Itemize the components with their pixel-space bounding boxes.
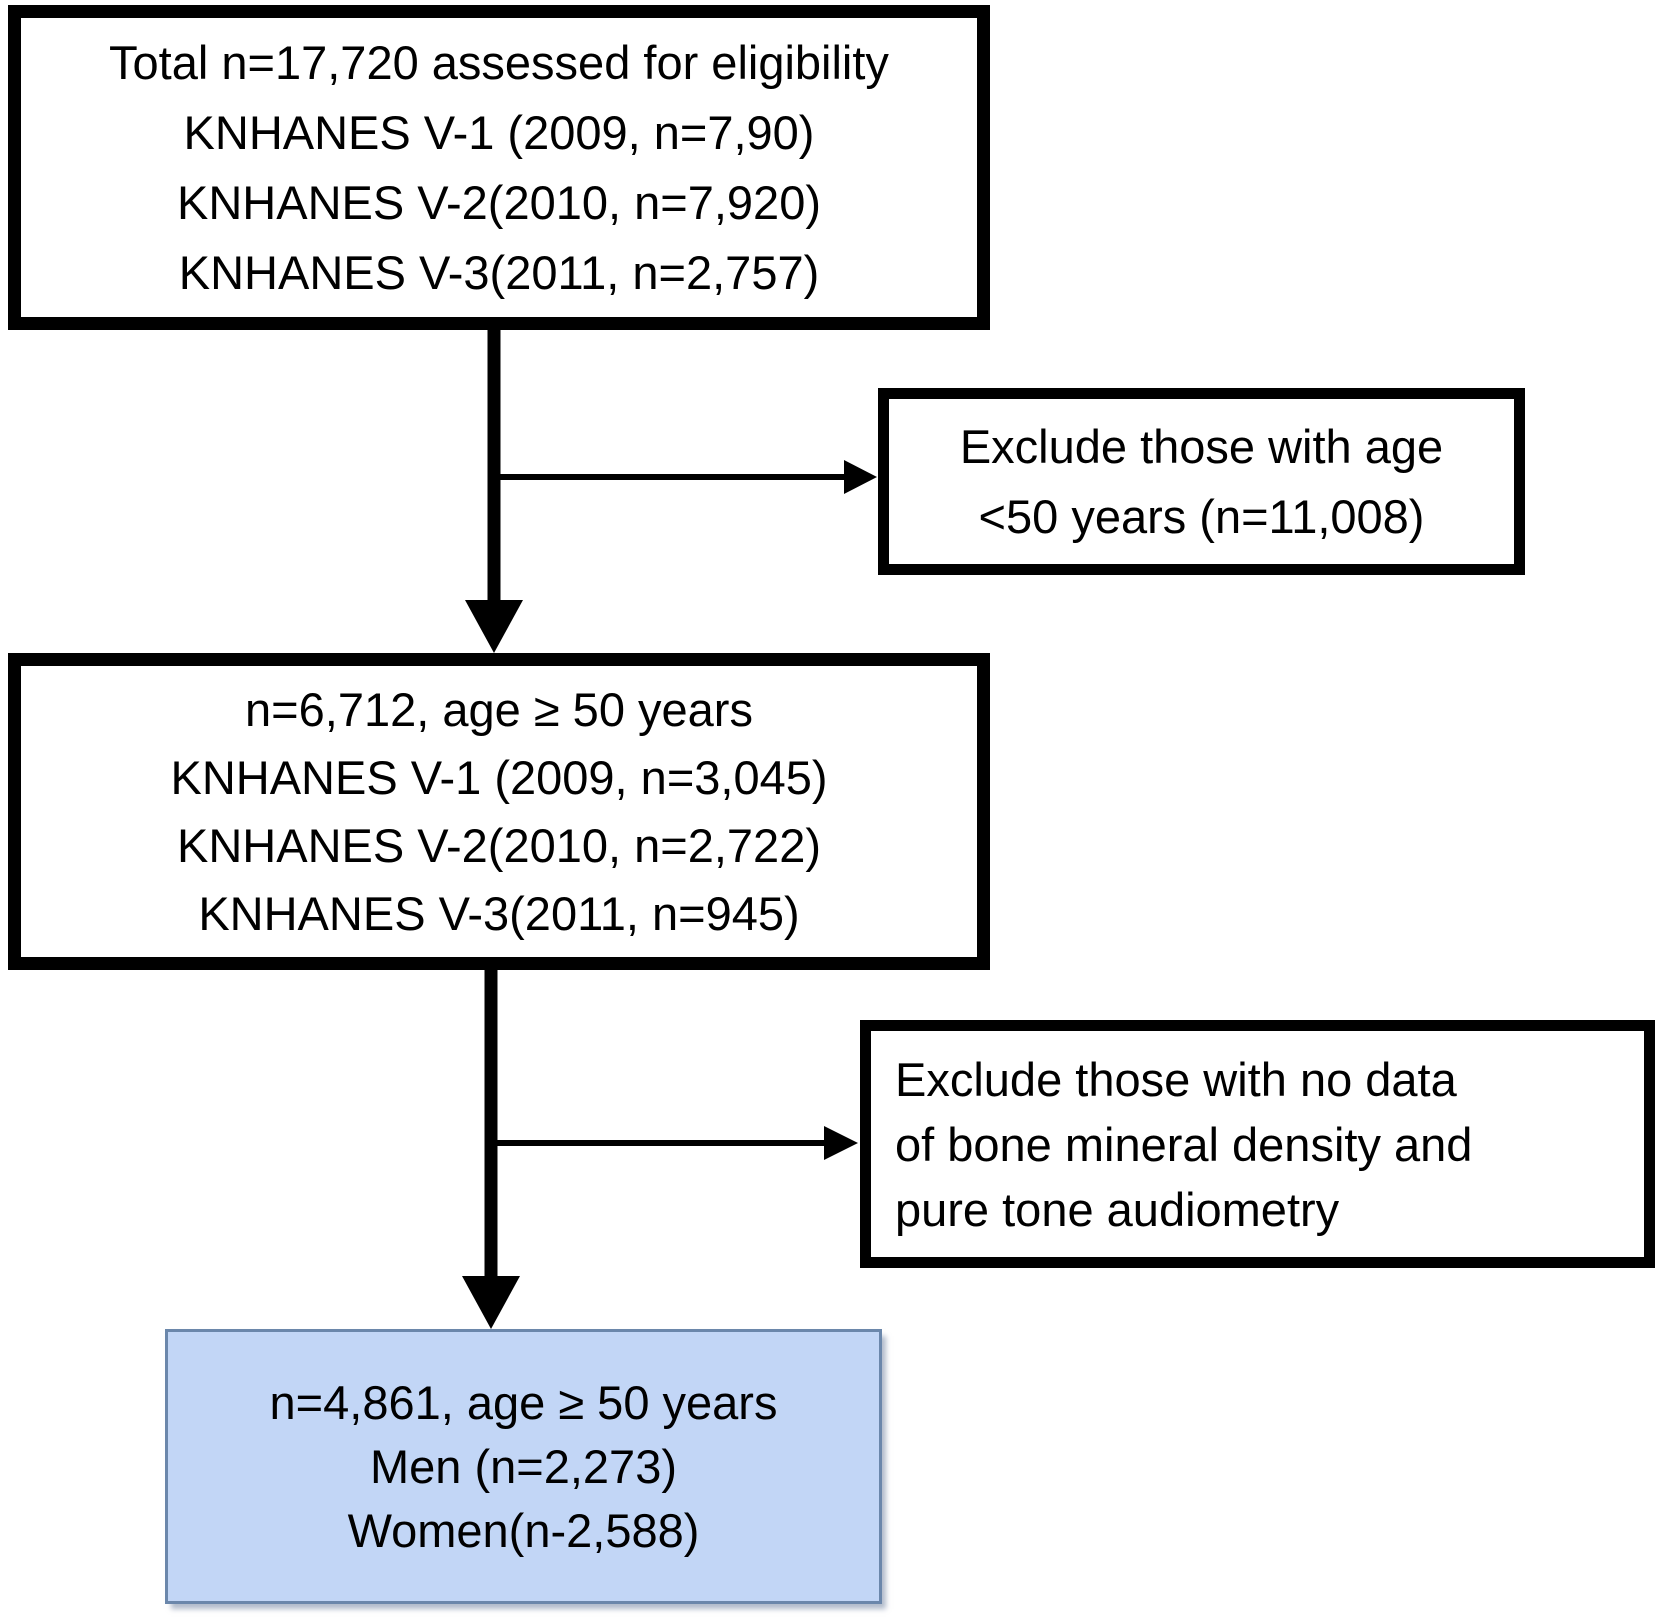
- box-final-sample: n=4,861, age ≥ 50 years Men (n=2,273) Wo…: [165, 1329, 882, 1604]
- age-over-50-total-line: n=6,712, age ≥ 50 years: [245, 682, 753, 736]
- knhanes-v1-line: KNHANES V-1 (2009, n=7,90): [183, 105, 815, 159]
- knhanes-v3-subset-line: KNHANES V-3(2011, n=945): [198, 886, 800, 940]
- final-sample-total-line: n=4,861, age ≥ 50 years: [269, 1375, 778, 1429]
- knhanes-v2-subset-line: KNHANES V-2(2010, n=2,722): [176, 818, 821, 872]
- final-sample-women-line: Women(n-2,588): [347, 1503, 700, 1557]
- box-exclude-no-data: Exclude those with no data of bone miner…: [860, 1020, 1655, 1268]
- box-total-assessed: Total n=17,720 assessed for eligibility …: [8, 5, 990, 330]
- knhanes-v2-line: KNHANES V-2(2010, n=7,920): [176, 175, 821, 229]
- total-assessed-line: Total n=17,720 assessed for eligibility: [109, 35, 889, 89]
- arrow-mid-to-final: [462, 965, 520, 1329]
- exclude-no-data-line3: pure tone audiometry: [895, 1182, 1340, 1236]
- arrow-top-to-mid: [465, 325, 523, 653]
- exclude-age-line: Exclude those with age: [959, 419, 1444, 473]
- knhanes-v1-subset-line: KNHANES V-1 (2009, n=3,045): [170, 750, 828, 804]
- knhanes-v3-line: KNHANES V-3(2011, n=2,757): [178, 245, 820, 299]
- exclude-no-data-line1: Exclude those with no data: [895, 1052, 1457, 1106]
- box-age-over-50: n=6,712, age ≥ 50 years KNHANES V-1 (200…: [8, 653, 990, 970]
- box-exclude-age: Exclude those with age <50 years (n=11,0…: [878, 388, 1525, 575]
- exclude-no-data-line2: of bone mineral density and: [895, 1117, 1473, 1171]
- exclude-age-count-line: <50 years (n=11,008): [978, 489, 1425, 543]
- final-sample-men-line: Men (n=2,273): [370, 1439, 677, 1493]
- arrow-branch-to-exclude-age: [494, 460, 877, 494]
- arrow-branch-to-exclude-nodata: [491, 1126, 858, 1160]
